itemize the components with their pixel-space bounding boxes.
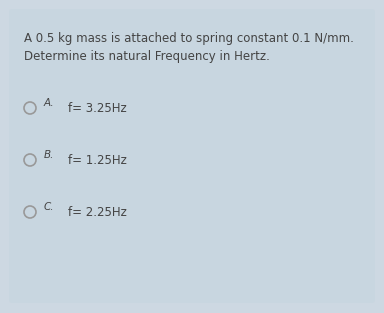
Text: f= 3.25Hz: f= 3.25Hz xyxy=(68,102,127,115)
Text: Determine its natural Frequency in Hertz.: Determine its natural Frequency in Hertz… xyxy=(24,50,270,63)
FancyBboxPatch shape xyxy=(9,9,375,303)
Text: B.: B. xyxy=(44,150,55,160)
Text: A 0.5 kg mass is attached to spring constant 0.1 N/mm.: A 0.5 kg mass is attached to spring cons… xyxy=(24,32,354,45)
Text: f= 2.25Hz: f= 2.25Hz xyxy=(68,206,127,219)
Text: f= 1.25Hz: f= 1.25Hz xyxy=(68,154,127,167)
Text: A.: A. xyxy=(44,98,55,108)
Text: C.: C. xyxy=(44,202,55,212)
